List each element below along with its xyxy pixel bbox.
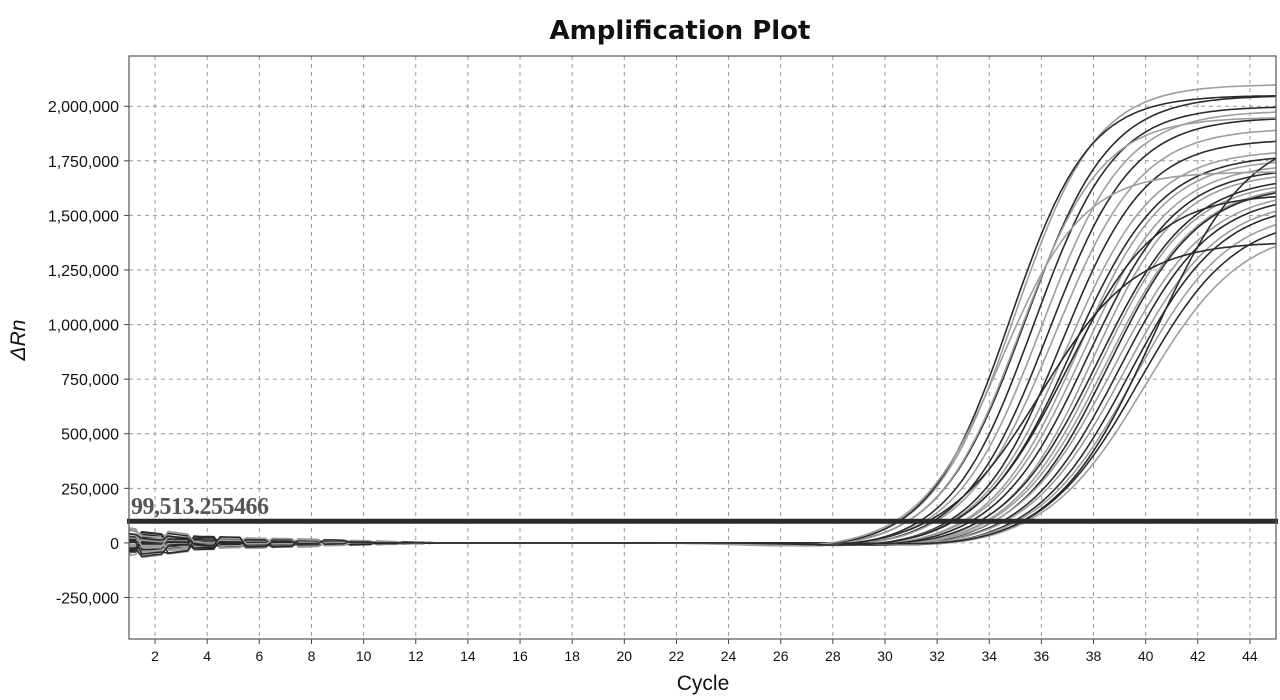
- x-tick-label: 38: [1086, 648, 1102, 664]
- threshold-label: 99,513.255466: [131, 494, 269, 520]
- x-tick-label: 10: [356, 648, 372, 664]
- x-tick-label: 36: [1034, 648, 1050, 664]
- x-tick-label: 20: [617, 648, 633, 664]
- y-tick-label: 500,000: [61, 427, 119, 444]
- x-tick-label: 28: [825, 648, 841, 664]
- plot-frame: [128, 55, 1277, 640]
- x-tick-label: 32: [929, 648, 945, 664]
- y-tick-label: 1,750,000: [48, 154, 119, 171]
- x-tick-label: 44: [1242, 648, 1258, 664]
- y-tick-label: 1,500,000: [48, 208, 119, 225]
- chart-title: Amplification Plot: [549, 16, 811, 46]
- y-tick-label: 250,000: [61, 481, 119, 498]
- x-axis-label: Cycle: [676, 672, 730, 695]
- x-tick-label: 12: [408, 648, 424, 664]
- x-tick-label: 6: [255, 648, 263, 664]
- amplification-curve: [128, 195, 1277, 548]
- x-tick-label: 40: [1138, 648, 1154, 664]
- x-tick-label: 2: [151, 648, 159, 664]
- y-tick-label: 750,000: [61, 372, 119, 389]
- y-tick-label: 1,250,000: [48, 263, 119, 280]
- x-tick-label: 16: [512, 648, 528, 664]
- x-tick-label: 24: [721, 648, 737, 664]
- x-tick-label: 34: [981, 648, 997, 664]
- x-tick-label: 14: [460, 648, 476, 664]
- y-tick-label: -250,000: [56, 591, 119, 608]
- x-tick-label: 18: [564, 648, 580, 664]
- y-tick-label: 2,000,000: [48, 99, 119, 116]
- x-tick-label: 8: [308, 648, 316, 664]
- x-tick-label: 4: [203, 648, 211, 664]
- x-tick-label: 22: [669, 648, 685, 664]
- y-tick-label: 1,000,000: [48, 318, 119, 335]
- y-tick-label: 0: [110, 536, 119, 553]
- y-axis-label: ΔRn: [7, 319, 30, 361]
- x-tick-label: 26: [773, 648, 789, 664]
- x-tick-label: 42: [1190, 648, 1206, 664]
- x-tick-label: 30: [877, 648, 893, 664]
